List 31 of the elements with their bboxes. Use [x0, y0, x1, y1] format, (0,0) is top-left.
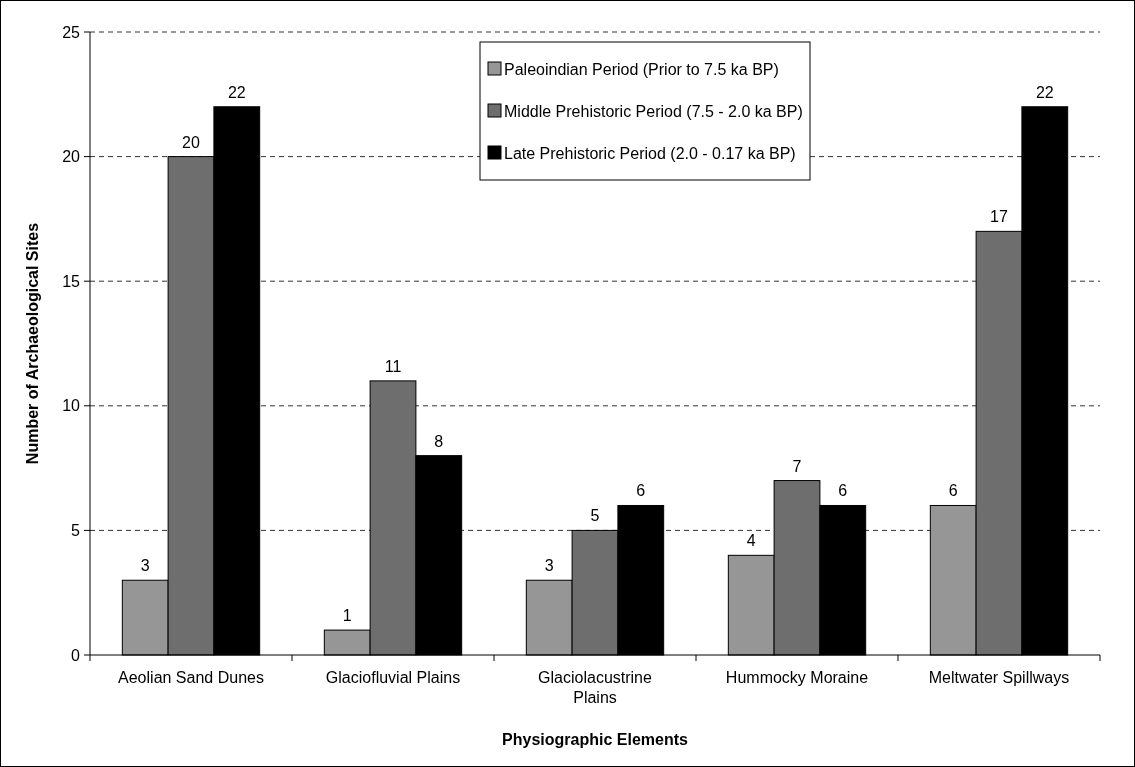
data-label: 22	[1035, 83, 1054, 101]
x-axis-title: Physiographic Elements	[502, 731, 689, 748]
data-label: 20	[182, 133, 200, 151]
data-label: 3	[140, 557, 150, 575]
y-tick-label: 0	[71, 646, 81, 664]
data-label: 5	[590, 507, 600, 525]
data-label: 6	[838, 482, 848, 500]
legend-label: Middle Prehistoric Period (7.5 - 2.0 ka BP)	[504, 102, 803, 120]
data-label: 6	[636, 482, 646, 500]
data-label: 1	[342, 607, 352, 625]
data-label: 8	[434, 432, 444, 450]
x-tick-label: Glaciolacustrine Plains	[538, 669, 653, 706]
y-tick-label: 5	[71, 522, 81, 539]
x-tick-label: Meltwater Spillways	[928, 669, 1070, 686]
data-label: 11	[384, 357, 402, 375]
data-label: 3	[544, 557, 554, 575]
x-tick-label: Hummocky Moraine	[725, 669, 869, 686]
y-tick-label: 10	[62, 397, 81, 415]
legend-label: Late Prehistoric Period (2.0 - 0.17 ka BP)	[504, 144, 796, 162]
y-axis-title: Number of Archaeological Sites	[24, 222, 41, 465]
data-label: 4	[746, 532, 756, 550]
legend-label: Paleoindian Period (Prior to 7.5 ka BP)	[504, 60, 779, 78]
data-label: 22	[227, 83, 246, 101]
y-tick-label: 25	[62, 23, 81, 41]
data-label: 6	[948, 482, 958, 500]
y-tick-label: 20	[62, 148, 81, 166]
y-tick-label: 15	[62, 272, 81, 290]
data-label: 17	[990, 208, 1008, 226]
x-tick-label: Aeolian Sand Dunes	[118, 669, 264, 686]
data-label: 7	[792, 457, 802, 475]
x-tick-label: Glaciofluvial Plains	[325, 669, 461, 686]
